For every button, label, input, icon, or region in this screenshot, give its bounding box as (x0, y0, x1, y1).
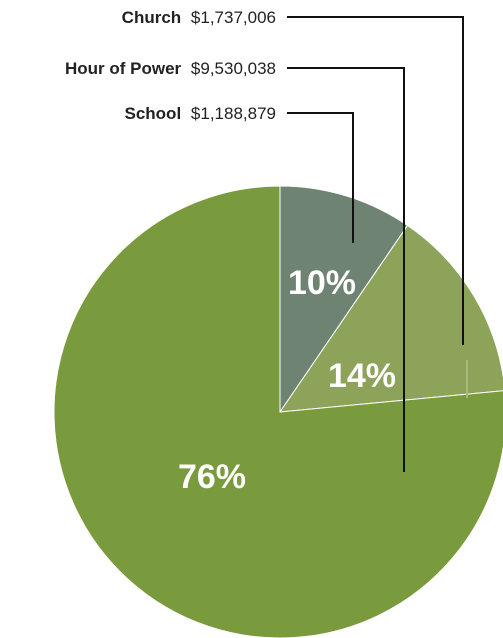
label-church-amount: $1,737,006 (191, 8, 276, 27)
label-school-name: School (125, 104, 182, 123)
percent-label-school: 10% (288, 264, 356, 302)
label-school-amount: $1,188,879 (191, 104, 276, 123)
leader-lines (287, 16, 464, 472)
label-church-name: Church (122, 8, 182, 27)
label-school: School $1,188,879 (125, 104, 277, 123)
pie-slice-school (279, 185, 409, 414)
label-church: Church $1,737,006 (122, 8, 276, 27)
leader-line-school (287, 112, 354, 243)
label-hour-of-power-name: Hour of Power (65, 59, 182, 78)
percent-label-church: 14% (328, 357, 396, 395)
label-hour-of-power-amount: $9,530,038 (191, 59, 276, 78)
percent-label-hour-of-power: 76% (178, 458, 246, 496)
leader-line-hour-of-power (287, 67, 405, 472)
pie-slices (53, 185, 503, 638)
pie-slice-hour-of-power (53, 185, 503, 638)
label-hour-of-power: Hour of Power $9,530,038 (65, 59, 276, 78)
leader-line-church (287, 16, 464, 345)
